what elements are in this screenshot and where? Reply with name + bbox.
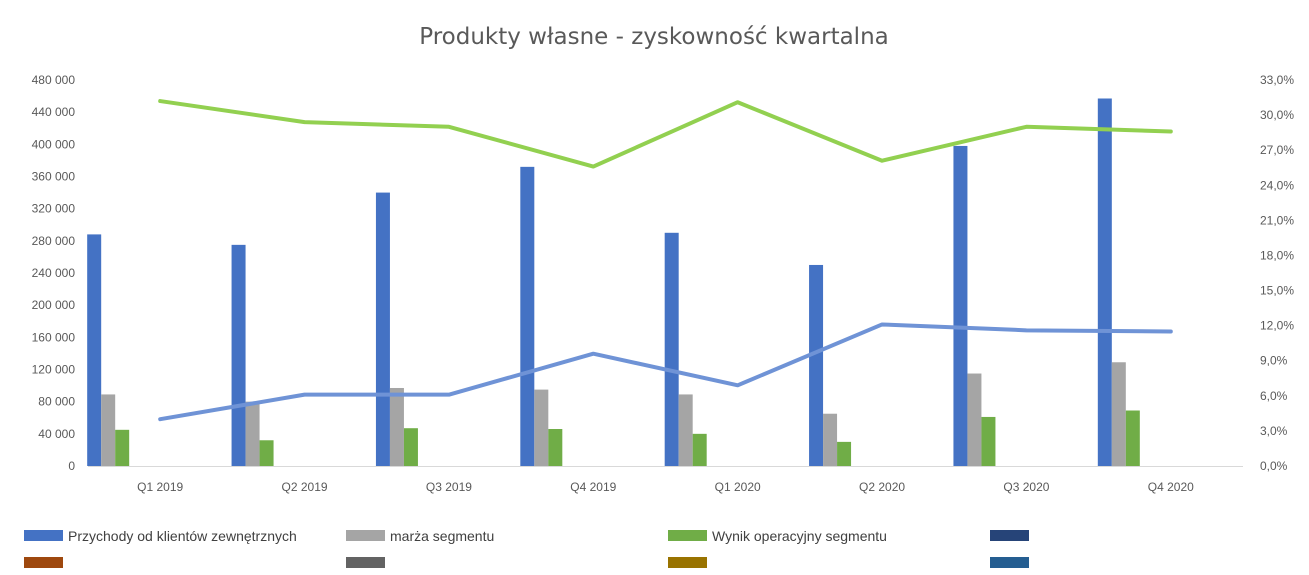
category-label: Q1 2020 xyxy=(715,480,761,494)
bar xyxy=(692,433,707,466)
right-axis-tick-label: 0,0% xyxy=(1260,459,1288,473)
legend-swatch xyxy=(668,530,707,541)
legend-swatch xyxy=(668,557,707,568)
legend-swatch xyxy=(990,557,1029,568)
left-axis-tick-label: 480 000 xyxy=(32,73,76,87)
bar xyxy=(967,373,982,466)
category-labels: Q1 2019 Q2 2019 Q3 2019 Q4 2019 Q1 2020 Q2 20… xyxy=(137,480,1194,494)
bar xyxy=(375,192,390,467)
left-axis-tick-label: 160 000 xyxy=(32,330,76,344)
right-axis-tick-label: 30,0% xyxy=(1260,108,1294,122)
bar xyxy=(231,244,246,466)
bar xyxy=(389,387,404,466)
right-axis-tick-label: 18,0% xyxy=(1260,248,1294,262)
right-axis-tick-label: 12,0% xyxy=(1260,319,1294,333)
category-label: Q1 2019 xyxy=(137,480,183,494)
bar xyxy=(87,234,102,466)
bar xyxy=(823,413,838,466)
right-axis-tick-label: 24,0% xyxy=(1260,178,1294,192)
bar xyxy=(245,401,260,466)
bars-group xyxy=(87,98,1140,467)
bar xyxy=(678,394,693,466)
left-axis-tick-label: 0 xyxy=(68,459,75,473)
bar xyxy=(520,166,535,466)
category-label: Q2 2019 xyxy=(282,480,328,494)
lines-group xyxy=(158,99,1173,422)
left-axis-tick-label: 280 000 xyxy=(32,234,76,248)
bar xyxy=(403,428,418,466)
right-axis-tick-label: 3,0% xyxy=(1260,424,1288,438)
left-axis-tick-label: 80 000 xyxy=(38,395,75,409)
right-axis-tick-label: 15,0% xyxy=(1260,284,1294,298)
bar xyxy=(953,145,968,467)
left-axis-tick-label: 120 000 xyxy=(32,363,76,377)
legend-swatch xyxy=(24,530,63,541)
left-axis-tick-label: 200 000 xyxy=(32,298,76,312)
bar xyxy=(1125,410,1140,466)
category-label: Q2 2020 xyxy=(859,480,905,494)
bar xyxy=(259,440,274,466)
legend-label: marża segmentu xyxy=(390,528,494,544)
legend-swatch xyxy=(346,557,385,568)
right-axis-tick-label: 33,0% xyxy=(1260,73,1294,87)
left-axis-tick-label: 320 000 xyxy=(32,202,76,216)
right-axis-tick-label: 6,0% xyxy=(1260,389,1288,403)
bar xyxy=(837,441,852,466)
bar xyxy=(981,416,996,466)
left-axis-ticks: 0 40 000 80 000 120 000 160 000 200 000 240 00… xyxy=(32,73,76,473)
bar xyxy=(809,264,824,466)
right-axis-tick-label: 27,0% xyxy=(1260,143,1294,157)
left-axis-tick-label: 40 000 xyxy=(38,427,75,441)
bar xyxy=(1097,98,1112,466)
bar xyxy=(548,429,563,466)
bar xyxy=(115,429,130,466)
left-axis-tick-label: 440 000 xyxy=(32,105,76,119)
category-label: Q4 2019 xyxy=(570,480,616,494)
category-label: Q3 2019 xyxy=(426,480,472,494)
series-line xyxy=(158,99,1173,169)
right-axis-tick-label: 21,0% xyxy=(1260,213,1294,227)
left-axis-tick-label: 240 000 xyxy=(32,266,76,280)
bar xyxy=(1111,362,1126,466)
right-axis-ticks: 0,0% 3,0% 6,0% 9,0% 12,0% 15,0% 18,0% 21,0% 24,0… xyxy=(1260,73,1294,473)
legend-swatch xyxy=(990,530,1029,541)
legend-label: Wynik operacyjny segmentu xyxy=(712,528,887,544)
bar xyxy=(534,389,549,466)
legend-swatch xyxy=(24,557,63,568)
left-axis-tick-label: 360 000 xyxy=(32,170,76,184)
legend-swatch xyxy=(346,530,385,541)
legend: Przychody od klientów zewnętrznych marża … xyxy=(24,528,1029,568)
chart-title: Produkty własne - zyskowność kwartalna xyxy=(419,24,889,50)
bar xyxy=(664,232,679,466)
category-label: Q3 2020 xyxy=(1003,480,1049,494)
series-line xyxy=(158,322,1173,422)
left-axis-tick-label: 400 000 xyxy=(32,137,76,151)
legend-label: Przychody od klientów zewnętrznych xyxy=(68,528,297,544)
bar xyxy=(101,394,116,466)
right-axis-tick-label: 9,0% xyxy=(1260,354,1288,368)
category-label: Q4 2020 xyxy=(1148,480,1194,494)
